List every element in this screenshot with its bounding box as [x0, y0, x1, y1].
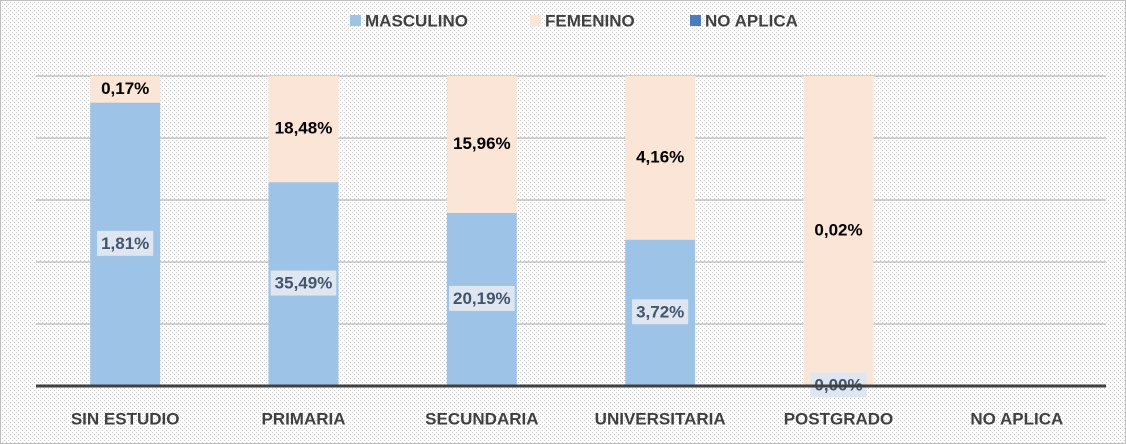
- bar-segment: [803, 76, 874, 386]
- legend-label: NO APLICA: [705, 11, 798, 30]
- legend-label: MASCULINO: [365, 11, 468, 30]
- x-tick-label: POSTGRADO: [784, 409, 894, 428]
- value-label: 0,02%: [814, 220, 862, 239]
- legend-swatch: [350, 15, 361, 26]
- x-tick-label: SECUNDARIA: [425, 409, 538, 428]
- bar-segment: [625, 76, 696, 240]
- value-label: 1,81%: [101, 234, 149, 253]
- legend-swatch: [530, 15, 541, 26]
- value-label: 18,48%: [275, 119, 333, 138]
- bar-segment: [268, 76, 339, 183]
- value-label-box: [97, 230, 154, 256]
- value-label-box: [632, 299, 689, 325]
- value-label-box: [270, 270, 337, 296]
- bar-segment: [446, 76, 517, 213]
- value-label: 0,17%: [101, 79, 149, 98]
- x-tick-label: PRIMARIA: [261, 409, 345, 428]
- value-label: 35,49%: [275, 274, 333, 293]
- value-label: 4,16%: [636, 147, 684, 166]
- value-label-box: [448, 285, 515, 311]
- legend-label: FEMENINO: [545, 11, 635, 30]
- bar-segment: [90, 76, 161, 103]
- x-tick-label: UNIVERSITARIA: [595, 409, 726, 428]
- x-tick-label: NO APLICA: [970, 409, 1063, 428]
- legend-swatch: [690, 15, 701, 26]
- value-label: 15,96%: [453, 134, 511, 153]
- value-label: 3,72%: [636, 302, 684, 321]
- value-label: 20,19%: [453, 289, 511, 308]
- x-tick-label: SIN ESTUDIO: [71, 409, 180, 428]
